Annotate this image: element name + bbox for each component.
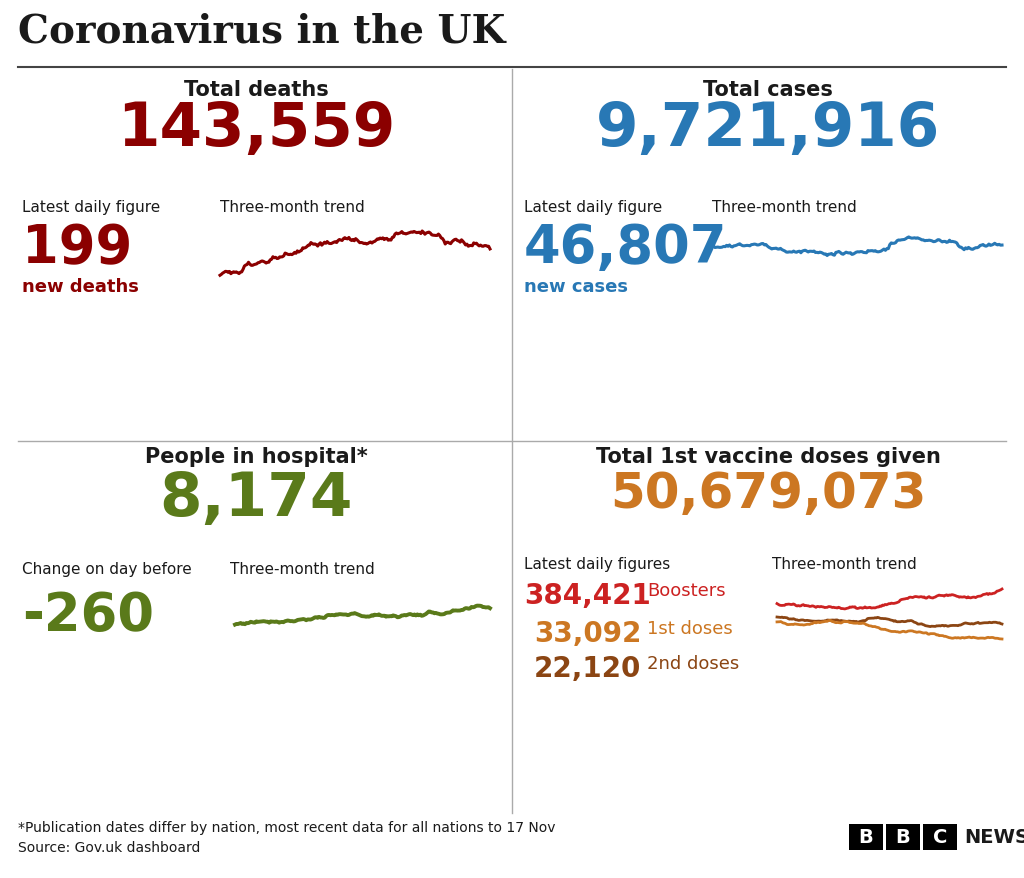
Bar <box>923 824 957 850</box>
Text: Three-month trend: Three-month trend <box>712 200 857 215</box>
Bar <box>886 824 920 850</box>
Text: -260: -260 <box>22 589 154 641</box>
Text: B: B <box>859 828 873 846</box>
Text: new deaths: new deaths <box>22 277 139 296</box>
Text: Three-month trend: Three-month trend <box>230 561 375 576</box>
Text: People in hospital*: People in hospital* <box>144 447 368 466</box>
Text: Total cases: Total cases <box>703 80 833 100</box>
Text: 50,679,073: 50,679,073 <box>610 470 926 517</box>
Text: Latest daily figure: Latest daily figure <box>524 200 663 215</box>
Text: 33,092: 33,092 <box>534 619 641 647</box>
Text: 8,174: 8,174 <box>160 470 352 529</box>
Text: 22,120: 22,120 <box>534 654 641 682</box>
Text: 9,721,916: 9,721,916 <box>596 100 940 159</box>
Text: Change on day before: Change on day before <box>22 561 191 576</box>
Text: Three-month trend: Three-month trend <box>772 557 916 572</box>
Text: 1st doses: 1st doses <box>647 619 733 637</box>
Text: C: C <box>933 828 947 846</box>
Text: Boosters: Boosters <box>647 581 726 600</box>
Text: Coronavirus in the UK: Coronavirus in the UK <box>18 12 506 50</box>
Text: 143,559: 143,559 <box>117 100 395 159</box>
Text: Latest daily figure: Latest daily figure <box>22 200 160 215</box>
Text: B: B <box>896 828 910 846</box>
Text: Total 1st vaccine doses given: Total 1st vaccine doses given <box>596 447 940 466</box>
Text: Three-month trend: Three-month trend <box>220 200 365 215</box>
Text: Total deaths: Total deaths <box>183 80 329 100</box>
Text: 46,807: 46,807 <box>524 222 727 274</box>
Text: 384,421: 384,421 <box>524 581 650 609</box>
Text: Source: Gov.uk dashboard: Source: Gov.uk dashboard <box>18 840 201 854</box>
Text: *Publication dates differ by nation, most recent data for all nations to 17 Nov: *Publication dates differ by nation, mos… <box>18 820 555 834</box>
Text: new cases: new cases <box>524 277 628 296</box>
Text: 199: 199 <box>22 222 132 274</box>
Bar <box>849 824 883 850</box>
Text: NEWS: NEWS <box>964 828 1024 846</box>
Text: Latest daily figures: Latest daily figures <box>524 557 671 572</box>
Text: 2nd doses: 2nd doses <box>647 654 739 673</box>
